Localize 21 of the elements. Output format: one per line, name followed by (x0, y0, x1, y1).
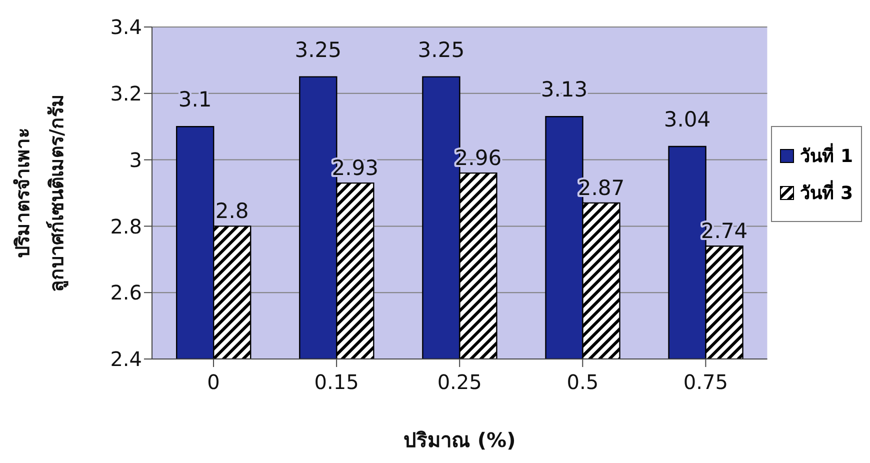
y-tick-label: 2.8 (110, 214, 142, 238)
data-label: 3.13 (540, 78, 588, 102)
data-label: 2.8 (215, 199, 249, 224)
data-label: 3.1 (178, 88, 212, 112)
x-axis-title: ปริมาณ (%) (403, 428, 516, 452)
y-axis-title: ปริมาตรจำเพาะ ลูกบาศก์เซนติเมตร/กรัม (12, 94, 69, 292)
x-tick-label: 0.15 (314, 370, 359, 394)
legend-label: วันที่ 3 (800, 179, 853, 206)
y-tick-label: 3.4 (110, 15, 142, 40)
data-label: 3.25 (418, 38, 465, 62)
x-tick-label: 0 (207, 370, 220, 394)
x-tick-label: 0.25 (437, 370, 482, 394)
y-tick-label: 3 (129, 148, 142, 172)
x-tick-label: 0.5 (566, 370, 599, 394)
y-tick-label: 3.2 (110, 82, 142, 106)
x-tick-label: 0.75 (683, 370, 728, 394)
y-tick-label: 2.6 (110, 280, 142, 305)
legend-label: วันที่ 1 (800, 142, 853, 169)
y-tick-label: 2.4 (110, 347, 142, 372)
data-label: 3.25 (294, 38, 342, 62)
data-label: 3.04 (664, 108, 711, 132)
